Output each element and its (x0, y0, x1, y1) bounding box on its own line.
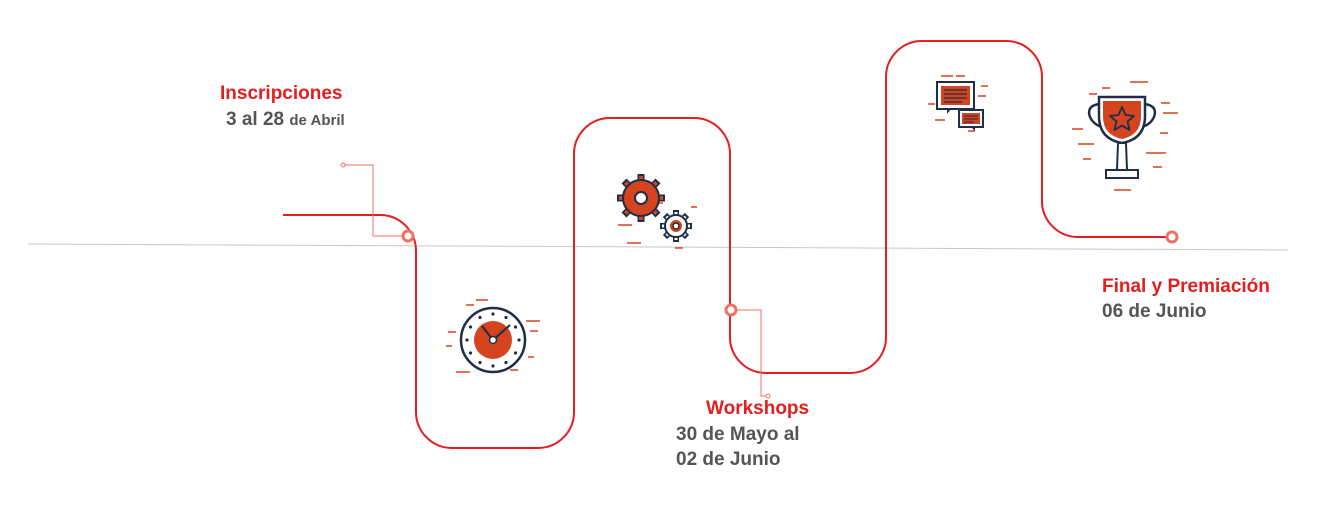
inscripciones-title: Inscripciones (220, 83, 343, 104)
inscripciones-connector-dot (340, 162, 346, 168)
gears-icon (617, 174, 697, 249)
inscripciones-marker (401, 229, 415, 243)
presentation-icon (928, 75, 988, 132)
clock-icon (446, 299, 540, 374)
timeline-path (283, 40, 1172, 449)
inscripciones-date-number: 3 al 28 (226, 109, 285, 130)
workshops-title: Workshops (706, 398, 810, 419)
timeline-baseline (27, 243, 1289, 251)
final-title: Final y Premiación (1102, 276, 1270, 297)
workshops-connector (731, 309, 768, 397)
workshops-marker (724, 303, 738, 317)
workshops-date-line1: 30 de Mayo al (676, 424, 800, 445)
workshops-date-line2: 02 de Junio (676, 449, 781, 470)
inscripciones-date-suffix: de Abril (289, 112, 345, 129)
final-marker (1165, 230, 1179, 244)
inscripciones-connector (343, 164, 408, 237)
final-date: 06 de Junio (1102, 301, 1207, 322)
trophy-icon (1072, 81, 1178, 191)
workshops-connector-dot (765, 393, 771, 399)
inscripciones-date: 3 al 28 de Abril (226, 109, 345, 131)
